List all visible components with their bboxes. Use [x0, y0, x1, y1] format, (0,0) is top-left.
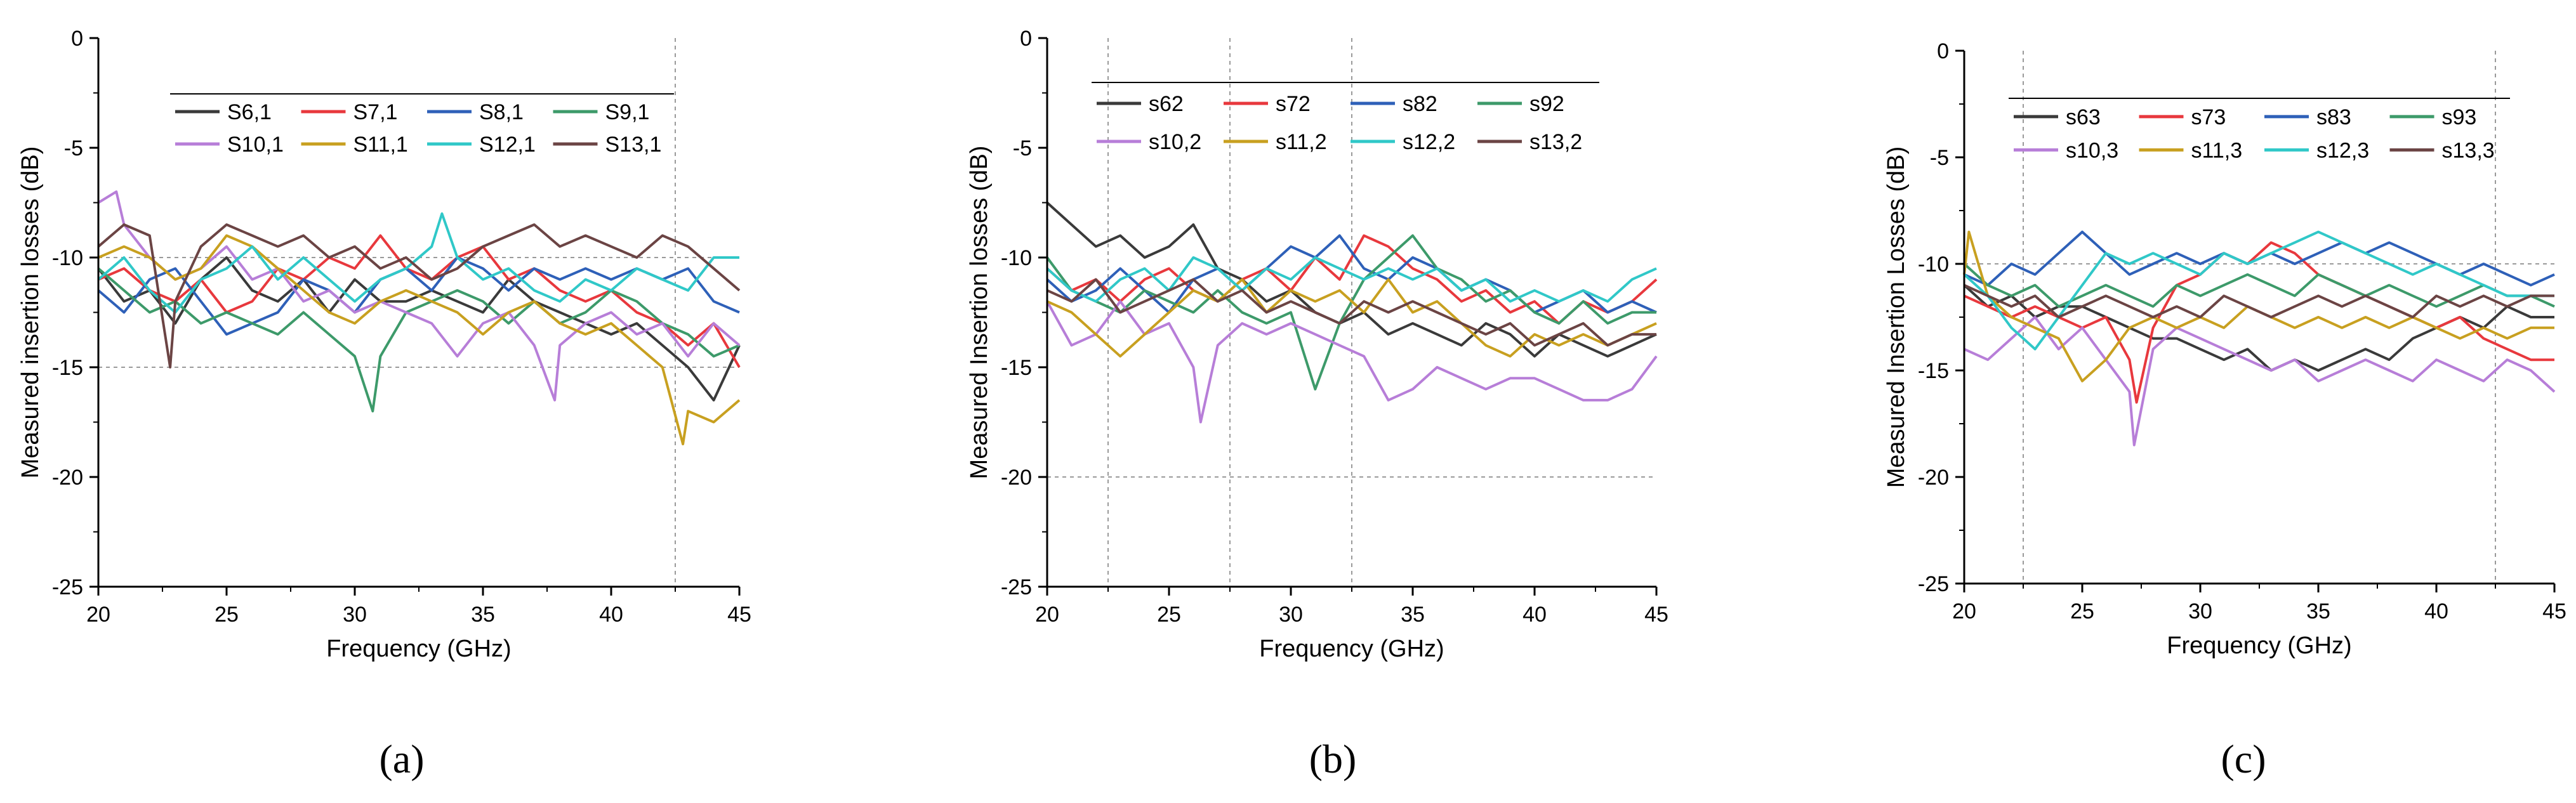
legend-label: S11,1 — [353, 133, 408, 157]
y-tick-label: -20 — [1918, 466, 1949, 490]
legend-label: s11,3 — [2191, 138, 2243, 162]
legend-label: s83 — [2316, 105, 2351, 129]
x-tick-label: 45 — [2542, 599, 2566, 623]
x-tick-label: 35 — [471, 603, 495, 627]
legend-label: s82 — [1403, 92, 1437, 116]
legend-label: s93 — [2442, 105, 2477, 129]
y-axis-title: Measured Insertion losses (dB) — [966, 146, 993, 480]
chart-panel-a: 20 25 30 35 40 45 0 -5 -10 -15 -20 -25 Frequency (GH… — [17, 27, 751, 662]
y-tick-label: 0 — [1937, 39, 1949, 63]
x-tick-label: 30 — [1279, 603, 1303, 627]
panel-caption-c: (c) — [2221, 736, 2266, 781]
legend-label: s13,2 — [1529, 130, 1582, 154]
x-tick-label: 45 — [727, 603, 751, 627]
series-line — [97, 212, 739, 314]
y-axis-title: Measured Insertion Losses (dB) — [1883, 147, 1910, 488]
x-tick-label: 40 — [1522, 603, 1547, 627]
y-tick-label: -15 — [1001, 356, 1032, 380]
y-tick-label: -5 — [64, 136, 83, 160]
y-tick-label: -5 — [1013, 136, 1032, 160]
y-tick-label: -10 — [52, 246, 83, 270]
series-line — [1046, 234, 1658, 325]
legend-label: S6,1 — [227, 100, 272, 124]
series-line — [1046, 234, 1657, 314]
legend-label: S12,1 — [479, 133, 536, 157]
series-line — [1964, 284, 2554, 318]
y-tick-label: -5 — [1930, 146, 1949, 170]
x-tick-label: 20 — [1035, 603, 1059, 627]
y-tick-label: -25 — [52, 575, 83, 599]
x-tick-label: 30 — [2188, 599, 2212, 623]
x-tick-label: 25 — [215, 603, 239, 627]
panel-caption-a: (a) — [379, 736, 424, 781]
legend-label: s63 — [2066, 105, 2101, 129]
y-tick-label: 0 — [71, 27, 83, 51]
legend-label: S10,1 — [227, 133, 284, 157]
x-tick-label: 20 — [86, 603, 110, 627]
legend: s63 s73 s83 s93 s10,3 s11,3 s12,3 s13,3 — [2009, 98, 2510, 162]
y-tick-label: -15 — [52, 356, 83, 380]
panel-caption-b: (b) — [1309, 736, 1357, 781]
legend-label: s72 — [1276, 92, 1311, 116]
x-axis-title: Frequency (GHz) — [2167, 632, 2351, 659]
x-tick-label: 25 — [2070, 599, 2094, 623]
y-tick-label: -10 — [1918, 252, 1949, 277]
legend-label: S9,1 — [605, 100, 650, 124]
series-line — [1964, 316, 2556, 447]
series-line — [98, 234, 741, 446]
x-tick-label: 25 — [1157, 603, 1181, 627]
series-line — [1046, 202, 1657, 358]
y-tick-label: -20 — [1001, 466, 1032, 490]
y-tick-label: -25 — [1918, 572, 1949, 596]
y-tick-label: -25 — [1001, 575, 1032, 599]
legend-label: s13,3 — [2442, 138, 2495, 162]
legend-label: s62 — [1149, 92, 1184, 116]
x-tick-label: 20 — [1952, 599, 1976, 623]
series-line — [97, 256, 740, 336]
x-axis-title: Frequency (GHz) — [1259, 636, 1444, 662]
x-tick-label: 40 — [2424, 599, 2448, 623]
x-tick-label: 30 — [343, 603, 367, 627]
legend-label: s73 — [2191, 105, 2226, 129]
legend-label: S13,1 — [605, 133, 662, 157]
series-line — [1047, 278, 1657, 358]
x-tick-label: 45 — [1644, 603, 1668, 627]
legend-label: S7,1 — [353, 100, 398, 124]
series-line — [1047, 278, 1656, 347]
y-axis-title: Measured insertion losses (dB) — [17, 147, 44, 479]
y-tick-label: -20 — [52, 466, 83, 490]
series-line — [1046, 300, 1658, 424]
x-tick-label: 40 — [599, 603, 623, 627]
y-tick-label: -15 — [1918, 359, 1949, 383]
series-line — [1046, 256, 1657, 303]
legend-label: s10,3 — [2066, 138, 2118, 162]
legend-label: s12,3 — [2316, 138, 2369, 162]
legend-label: s11,2 — [1276, 130, 1327, 154]
legend: S6,1 S7,1 S8,1 S9,1 S10,1 S11,1 S12,1 S13,1 — [170, 93, 674, 157]
legend-label: s12,2 — [1403, 130, 1455, 154]
legend-label: s92 — [1529, 92, 1564, 116]
x-tick-label: 35 — [2306, 599, 2330, 623]
y-tick-label: 0 — [1020, 27, 1032, 51]
legend: s62 s72 s82 s92 s10,2 s11,2 s12,2 s13,2 — [1092, 82, 1599, 154]
y-tick-label: -10 — [1001, 246, 1032, 270]
series-line — [1963, 263, 2555, 308]
series-line — [98, 234, 741, 369]
series-line — [1963, 230, 2554, 351]
chart-panel-c: 20 25 30 35 40 45 0 -5 -10 -15 -20 -25 Frequency (GH… — [1883, 39, 2566, 659]
legend-label: s10,2 — [1149, 130, 1201, 154]
series-line — [97, 223, 741, 369]
legend-label: S8,1 — [479, 100, 524, 124]
x-axis-title: Frequency (GHz) — [326, 636, 511, 662]
x-tick-label: 35 — [1401, 603, 1425, 627]
chart-panel-b: 20 25 30 35 40 45 0 -5 -10 -15 -20 -25 Frequency (GH… — [966, 27, 1668, 662]
